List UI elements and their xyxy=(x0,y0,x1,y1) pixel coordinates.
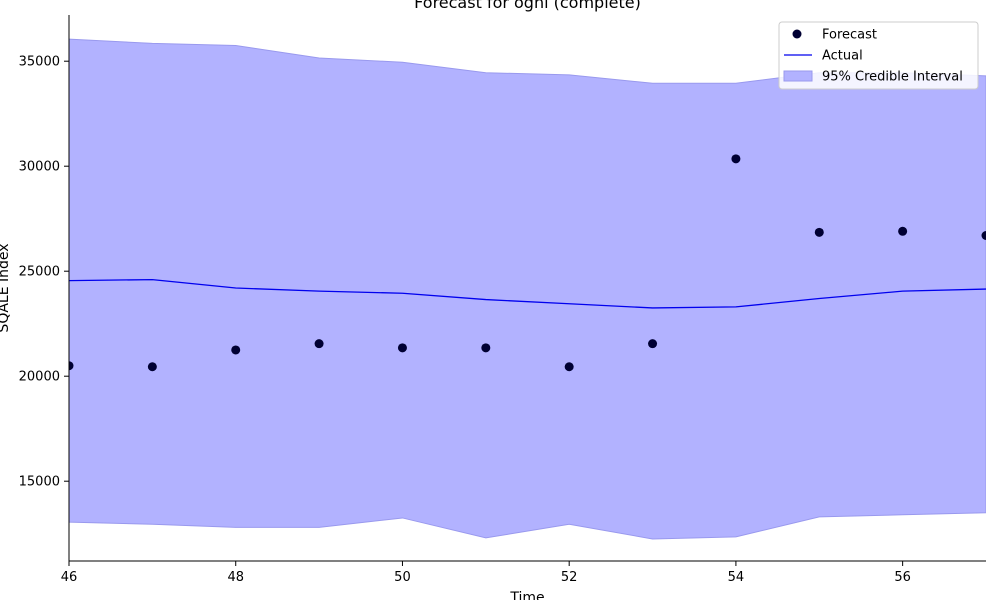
y-axis-label: SQALE Index xyxy=(0,243,12,332)
legend: Forecast Actual 95% Credible Interval xyxy=(778,21,979,90)
legend-label: Forecast xyxy=(822,28,877,43)
legend-entry: Forecast xyxy=(792,28,877,43)
legend-label: 95% Credible Interval xyxy=(822,70,963,85)
forecast-point xyxy=(981,231,986,240)
y-tick-label: 35000 xyxy=(19,55,60,70)
x-tick-label: 56 xyxy=(894,570,911,585)
forecast-point xyxy=(231,345,241,355)
actual-line xyxy=(69,278,986,309)
y-tick-label: 30000 xyxy=(19,160,60,175)
legend-entry: 95% Credible Interval xyxy=(783,70,963,85)
x-tick-label: 46 xyxy=(61,570,78,585)
credible-interval-band xyxy=(69,38,986,540)
forecast-point xyxy=(814,227,824,237)
forecast-point xyxy=(898,226,908,236)
x-tick-label: 52 xyxy=(561,570,578,585)
forecast-point xyxy=(147,362,157,372)
forecast-point xyxy=(731,154,741,164)
forecast-point xyxy=(69,361,74,371)
legend-label: Actual xyxy=(822,49,863,64)
legend-marker-interval xyxy=(783,70,813,82)
legend-box xyxy=(778,21,979,90)
forecast-point xyxy=(397,343,407,353)
chart-title: Forecast for ognl (complete) xyxy=(414,0,641,12)
plot-area: 46 48 50 52 54 56 15000 20000 25000 30000 35000 xyxy=(19,15,986,585)
y-tick-label: 15000 xyxy=(19,475,60,490)
legend-entry: Actual xyxy=(784,49,863,64)
plot-clip-group xyxy=(69,38,986,540)
forecast-point xyxy=(314,339,324,349)
y-tick-label: 25000 xyxy=(19,265,60,280)
x-axis-label: Time xyxy=(509,590,544,600)
x-tick-label: 50 xyxy=(394,570,411,585)
x-tick-label: 54 xyxy=(728,570,745,585)
x-tick-label: 48 xyxy=(227,570,244,585)
forecast-point xyxy=(648,339,658,349)
forecast-point xyxy=(481,343,491,353)
forecast-point xyxy=(564,362,574,372)
y-tick-label: 20000 xyxy=(19,370,60,385)
legend-marker-forecast xyxy=(792,29,802,39)
